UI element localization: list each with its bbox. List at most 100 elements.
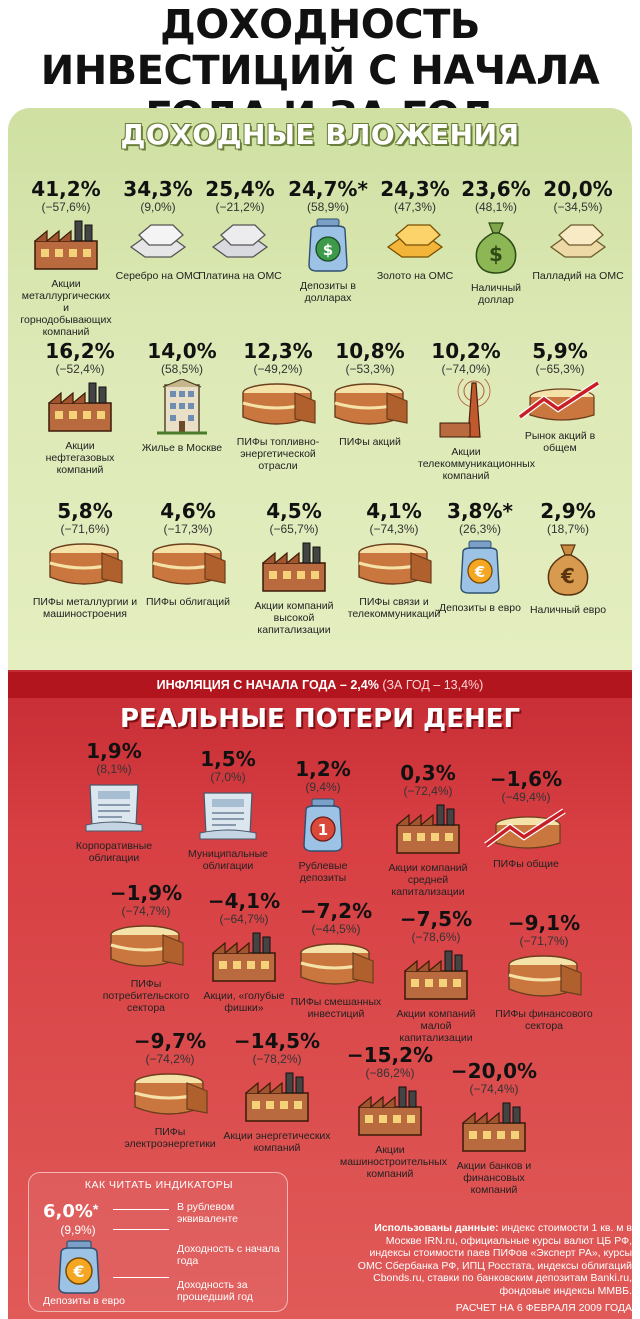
- legend-pointer-prev: [113, 1277, 169, 1278]
- indicator-label: ПИФы металлургии и машиностроения: [32, 596, 138, 620]
- indicator-pct: 23,6%: [461, 177, 531, 201]
- indicator-pct: 5,8%: [57, 499, 113, 523]
- indicator-label: ПИФы связи и телекоммуникаций: [347, 596, 441, 620]
- indicator-prev: (9,4%): [305, 780, 341, 794]
- indicator-label: ПИФы электроэнергетики: [124, 1126, 216, 1150]
- cake-icon: [90, 921, 202, 976]
- indicator-pct: −7,2%: [299, 899, 373, 923]
- indicator-label: Акции телекоммуникационных компаний: [418, 446, 535, 482]
- loss-item: −9,1% (−71,7%) ПИФы финансового сектора: [490, 912, 598, 1032]
- cake-icon: [322, 379, 418, 434]
- indicator-label: Золото на ОМС: [376, 270, 454, 282]
- gain-item: 41,2% (−57,6%) Акции металлургических и го…: [18, 178, 114, 338]
- factory-icon: [340, 1083, 440, 1142]
- svg-text:1: 1: [318, 821, 328, 839]
- indicator-label: Рынок акций в общем: [524, 430, 596, 454]
- loss-item: −7,2% (−44,5%) ПИФы смешанных инвестиций: [286, 900, 386, 1020]
- sources-bold: Использованы данные:: [374, 1222, 499, 1234]
- indicator-pct: 20,0%: [543, 177, 613, 201]
- indicator-pct: −7,5%: [399, 907, 473, 931]
- indicator-label: Серебро на ОМС: [115, 270, 201, 282]
- indicator-pct: 24,3%: [380, 177, 450, 201]
- gain-item: 25,4% (−21,2%) Платина на ОМС: [196, 178, 284, 282]
- sources-text: индекс стоимости 1 кв. м в Москве IRN.ru…: [357, 1222, 632, 1297]
- indicator-pct: 1,5%: [200, 747, 256, 771]
- cake-icon: [228, 379, 328, 434]
- indicator-prev: (−72,4%): [403, 784, 453, 798]
- indicator-label: Акции компаний средней капитализации: [388, 862, 468, 898]
- indicator-prev: (−74,3%): [369, 522, 419, 536]
- indicator-prev: (−74,0%): [441, 362, 491, 376]
- gain-item: 5,9% (−65,3%) Рынок акций в общем: [510, 340, 610, 454]
- gain-item: 14,0% (58,5%) Жилье в Москве: [134, 340, 230, 454]
- calc-date: РАСЧЕТ НА 6 ФЕВРАЛЯ 2009 ГОДА: [455, 1302, 632, 1314]
- indicator-prev: (48,1%): [474, 200, 518, 214]
- factory-icon: [440, 1099, 548, 1158]
- indicator-pct: 4,5%: [266, 499, 322, 523]
- legend-note-prev: Доходность за прошедший год: [177, 1279, 253, 1303]
- gold-bars-icon: [370, 217, 460, 268]
- loss-item: 1,2% (9,4%) 1 Рублевые депозиты: [278, 758, 368, 884]
- indicator-pct: 12,3%: [243, 339, 313, 363]
- indicator-label: Рублевые депозиты: [298, 860, 348, 884]
- indicator-prev: (9,0%): [140, 200, 176, 214]
- loss-item: −1,6% (−49,4%) ПИФы общие: [474, 768, 578, 870]
- loss-item: −7,5% (−78,6%) Акции компаний малой капита…: [384, 908, 488, 1044]
- indicator-label: Муниципальные облигации: [188, 848, 268, 872]
- indicator-label: Депозиты в евро: [439, 602, 521, 614]
- factory-icon: [376, 801, 480, 860]
- indicator-prev: (−44,5%): [311, 922, 361, 936]
- indicator-pct: 10,2%: [431, 339, 501, 363]
- gain-item: 10,2% (−74,0%) Акции телекоммуникационных …: [418, 339, 535, 482]
- indicator-prev: (47,3%): [393, 200, 437, 214]
- indicator-pct: 16,2%: [45, 339, 115, 363]
- legend-note-star: В рублевом эквиваленте: [177, 1201, 238, 1225]
- indicator-prev: (−64,7%): [219, 912, 269, 926]
- legend-note-pct: Доходность с начала года: [177, 1243, 280, 1267]
- silver-bars-icon: [114, 217, 202, 268]
- dollar-bag-icon: $: [456, 217, 536, 280]
- legend-example: 6,0%* (9,9%) € Депозиты в евро: [43, 1201, 125, 1307]
- cake-icon: [140, 539, 236, 594]
- indicator-prev: (8,1%): [96, 762, 132, 776]
- indicator-pct: 5,9%: [532, 339, 588, 363]
- indicator-label: Жилье в Москве: [141, 442, 223, 454]
- svg-text:€: €: [474, 563, 485, 581]
- indicator-prev: (−71,7%): [519, 934, 569, 948]
- indicator-label: ПИФы потребительского сектора: [102, 978, 190, 1014]
- loss-heading: РЕАЛЬНЫЕ ПОТЕРИ ДЕНЕГ: [119, 704, 521, 734]
- bond-icon: [66, 779, 162, 838]
- indicator-pct: 2,9%: [540, 499, 596, 523]
- indicator-pct: 1,9%: [86, 739, 142, 763]
- indicator-prev: (−53,3%): [345, 362, 395, 376]
- indicator-label: Акции банков и финансовых компаний: [456, 1160, 532, 1196]
- indicator-pct: −14,5%: [233, 1029, 321, 1053]
- legend-star: *: [92, 1201, 99, 1217]
- indicator-prev: (−34,5%): [553, 200, 603, 214]
- indicator-prev: (58,9%): [306, 200, 350, 214]
- indicator-prev: (58,5%): [160, 362, 204, 376]
- indicator-prev: (−74,7%): [121, 904, 171, 918]
- palladium-bars-icon: [530, 217, 626, 268]
- cake-icon: [340, 539, 448, 594]
- indicator-label: Депозиты в долларах: [300, 280, 356, 304]
- gain-item: 4,5% (−65,7%) Акции компаний высокой капит…: [240, 500, 348, 636]
- dollar-jar-icon: $: [280, 217, 376, 278]
- indicator-label: Акции энергетических компаний: [223, 1130, 331, 1154]
- indicator-pct: 14,0%: [147, 339, 217, 363]
- gain-item: 2,9% (18,7%) € Наличный евро: [520, 500, 616, 616]
- indicator-prev: (18,7%): [546, 522, 590, 536]
- indicator-pct: −4,1%: [207, 889, 281, 913]
- euro-jar-icon: €: [58, 1240, 100, 1294]
- gain-item: 12,3% (−49,2%) ПИФы топливно-энергетическо…: [228, 340, 328, 472]
- platinum-bars-icon: [196, 217, 284, 268]
- loss-item: 0,3% (−72,4%) Акции компаний средней капит…: [376, 762, 480, 898]
- gain-item: 4,6% (−17,3%) ПИФы облигаций: [140, 500, 236, 608]
- legend-title: КАК ЧИТАТЬ ИНДИКАТОРЫ: [84, 1179, 234, 1191]
- indicator-prev: (−74,4%): [469, 1082, 519, 1096]
- indicator-pct: −1,9%: [109, 881, 183, 905]
- indicator-pct: 3,8%*: [447, 499, 513, 523]
- gain-item: 10,8% (−53,3%) ПИФы акций: [322, 340, 418, 448]
- indicator-prev: (7,0%): [210, 770, 246, 784]
- gain-item: 5,8% (−71,6%) ПИФы металлургии и машиностр…: [30, 500, 140, 620]
